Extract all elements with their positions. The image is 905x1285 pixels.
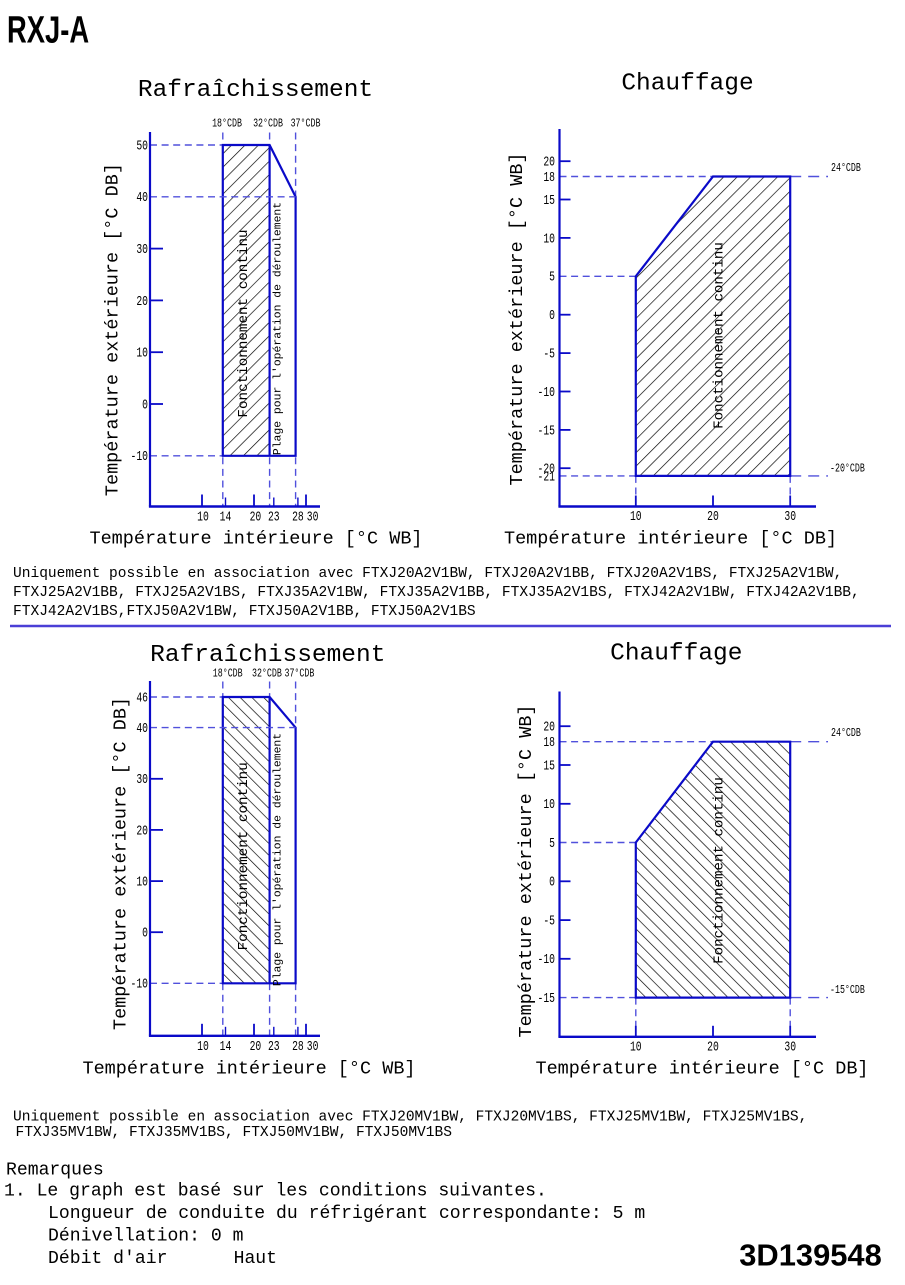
svg-text:FTXJ35MV1BW, FTXJ35MV1BS, FTXJ: FTXJ35MV1BW, FTXJ35MV1BS, FTXJ50MV1BW, F… <box>16 1125 453 1141</box>
svg-text:Rafraîchissement: Rafraîchissement <box>150 642 385 669</box>
svg-text:24°CDB: 24°CDB <box>831 727 861 741</box>
svg-text:-10: -10 <box>131 449 148 465</box>
svg-text:40: 40 <box>136 190 148 206</box>
svg-text:10: 10 <box>136 874 148 890</box>
svg-text:Dénivellation: 0 m: Dénivellation: 0 m <box>48 1227 243 1247</box>
svg-text:Chauffage: Chauffage <box>610 641 742 668</box>
svg-text:20: 20 <box>136 293 148 309</box>
svg-text:15: 15 <box>543 192 555 208</box>
svg-text:3D139548: 3D139548 <box>739 1238 882 1273</box>
svg-text:-15: -15 <box>538 423 555 439</box>
svg-text:32°CDB: 32°CDB <box>253 117 283 131</box>
svg-text:0: 0 <box>142 397 148 413</box>
svg-text:15: 15 <box>543 758 555 774</box>
svg-text:Rafraîchissement: Rafraîchissement <box>138 77 373 104</box>
svg-text:24°CDB: 24°CDB <box>831 162 861 176</box>
svg-text:Température intérieure [°C WB]: Température intérieure [°C WB] <box>82 1059 415 1080</box>
svg-text:-5: -5 <box>543 913 555 929</box>
svg-text:Température intérieure [°C DB]: Température intérieure [°C DB] <box>535 1059 868 1080</box>
svg-text:37°CDB: 37°CDB <box>284 667 314 681</box>
svg-text:5: 5 <box>549 269 555 285</box>
svg-text:Fonctionnement continu: Fonctionnement continu <box>236 762 252 950</box>
svg-text:Température extérieure [°C DB]: Température extérieure [°C DB] <box>110 697 131 1030</box>
svg-text:Plage pour l'opération de déro: Plage pour l'opération de déroulement <box>272 202 285 455</box>
svg-text:Température intérieure [°C WB]: Température intérieure [°C WB] <box>89 529 422 550</box>
svg-text:18°CDB: 18°CDB <box>212 117 242 131</box>
svg-text:20: 20 <box>250 509 262 525</box>
svg-text:Température intérieure [°C DB]: Température intérieure [°C DB] <box>504 529 837 550</box>
svg-text:RXJ-A: RXJ-A <box>7 9 89 51</box>
svg-text:-20: -20 <box>538 461 555 477</box>
svg-text:18: 18 <box>543 169 555 185</box>
svg-text:Fonctionnement continu: Fonctionnement continu <box>236 229 252 417</box>
svg-text:18°CDB: 18°CDB <box>213 667 243 681</box>
svg-text:Uniquement possible en associa: Uniquement possible en association avec … <box>13 566 842 582</box>
svg-text:-15: -15 <box>538 991 555 1007</box>
svg-text:28: 28 <box>292 1039 304 1055</box>
svg-text:20: 20 <box>707 1039 719 1055</box>
svg-text:50: 50 <box>136 138 148 154</box>
svg-text:14: 14 <box>220 509 232 525</box>
svg-text:Plage pour l'opération de déro: Plage pour l'opération de déroulement <box>272 733 285 986</box>
svg-text:10: 10 <box>630 1039 642 1055</box>
svg-text:0: 0 <box>142 925 148 941</box>
svg-text:-10: -10 <box>131 976 148 992</box>
svg-text:18: 18 <box>543 735 555 751</box>
svg-text:20: 20 <box>250 1039 262 1055</box>
svg-text:-20°CDB: -20°CDB <box>830 462 865 476</box>
svg-text:20: 20 <box>707 509 719 525</box>
svg-text:23: 23 <box>268 1039 280 1055</box>
svg-text:-15°CDB: -15°CDB <box>830 984 865 998</box>
svg-text:30: 30 <box>136 772 148 788</box>
svg-text:Température extérieure [°C WB]: Température extérieure [°C WB] <box>507 152 528 485</box>
svg-text:30: 30 <box>784 509 796 525</box>
svg-text:Uniquement possible en associa: Uniquement possible en association avec … <box>13 1110 807 1126</box>
svg-text:0: 0 <box>549 308 555 324</box>
svg-text:30: 30 <box>307 1039 319 1055</box>
svg-text:10: 10 <box>197 509 209 525</box>
svg-text:30: 30 <box>307 509 319 525</box>
svg-text:Longueur de conduite du réfrig: Longueur de conduite du réfrigérant corr… <box>48 1204 645 1224</box>
svg-text:10: 10 <box>630 509 642 525</box>
svg-text:FTXJ25A2V1BB, FTXJ25A2V1BS, FT: FTXJ25A2V1BB, FTXJ25A2V1BS, FTXJ35A2V1BW… <box>13 585 860 601</box>
svg-text:Chauffage: Chauffage <box>621 71 753 98</box>
svg-text:-5: -5 <box>543 346 555 362</box>
svg-text:37°CDB: 37°CDB <box>291 117 321 131</box>
svg-text:1. Le graph est basé sur les c: 1. Le graph est basé sur les conditions … <box>4 1182 547 1202</box>
svg-text:30: 30 <box>136 242 148 258</box>
svg-text:-10: -10 <box>538 384 555 400</box>
svg-text:Remarques: Remarques <box>6 1161 104 1181</box>
svg-text:40: 40 <box>136 721 148 737</box>
svg-text:23: 23 <box>268 509 280 525</box>
svg-text:Fonctionnement continu: Fonctionnement continu <box>712 242 728 429</box>
svg-text:5: 5 <box>549 835 555 851</box>
svg-text:28: 28 <box>292 509 304 525</box>
svg-text:Température extérieure [°C WB]: Température extérieure [°C WB] <box>516 704 537 1037</box>
svg-text:14: 14 <box>220 1039 232 1055</box>
svg-text:Haut: Haut <box>234 1249 277 1269</box>
svg-text:10: 10 <box>197 1039 209 1055</box>
svg-text:0: 0 <box>549 874 555 890</box>
svg-text:10: 10 <box>136 345 148 361</box>
svg-text:10: 10 <box>543 797 555 813</box>
svg-text:20: 20 <box>543 719 555 735</box>
svg-text:Fonctionnement continu: Fonctionnement continu <box>712 777 728 964</box>
svg-text:FTXJ42A2V1BS,FTXJ50A2V1BW, FTX: FTXJ42A2V1BS,FTXJ50A2V1BW, FTXJ50A2V1BB,… <box>13 604 476 620</box>
svg-text:32°CDB: 32°CDB <box>252 667 282 681</box>
svg-text:10: 10 <box>543 231 555 247</box>
svg-text:-10: -10 <box>538 952 555 968</box>
svg-text:-21: -21 <box>538 469 555 485</box>
svg-text:20: 20 <box>136 823 148 839</box>
svg-text:Débit d'air: Débit d'air <box>48 1249 167 1269</box>
svg-text:46: 46 <box>136 690 148 706</box>
svg-text:30: 30 <box>784 1039 796 1055</box>
svg-text:Température extérieure [°C DB]: Température extérieure [°C DB] <box>103 163 124 496</box>
svg-text:20: 20 <box>543 154 555 170</box>
